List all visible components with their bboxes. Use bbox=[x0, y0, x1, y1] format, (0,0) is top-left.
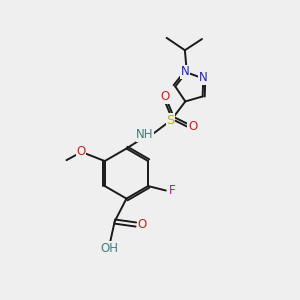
Text: O: O bbox=[76, 145, 86, 158]
Text: O: O bbox=[161, 90, 170, 103]
Text: OH: OH bbox=[100, 242, 118, 254]
Text: O: O bbox=[137, 218, 146, 231]
Text: NH: NH bbox=[136, 128, 154, 141]
Text: O: O bbox=[188, 120, 197, 133]
Text: N: N bbox=[181, 65, 189, 78]
Text: S: S bbox=[167, 114, 175, 127]
Text: N: N bbox=[199, 71, 208, 84]
Text: F: F bbox=[169, 184, 175, 197]
